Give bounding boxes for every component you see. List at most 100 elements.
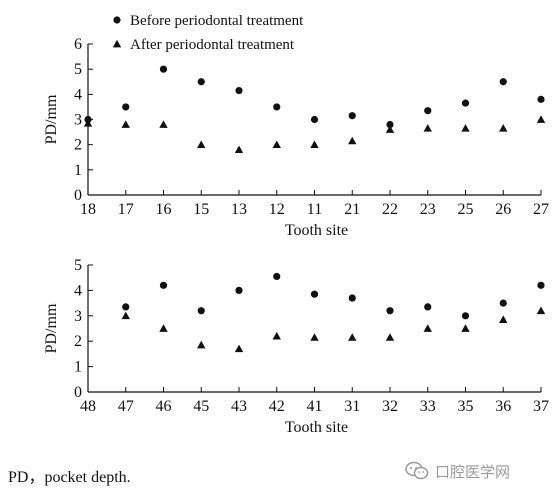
y-axis-label: PD/mm bbox=[43, 94, 60, 144]
x-tick-label: 18 bbox=[80, 201, 96, 218]
point-before bbox=[159, 65, 168, 73]
x-tick-label: 33 bbox=[420, 398, 436, 415]
x-tick-label: 37 bbox=[533, 398, 549, 415]
point-after bbox=[423, 124, 432, 132]
point-before bbox=[348, 112, 356, 120]
x-tick-label: 25 bbox=[458, 201, 474, 218]
point-before bbox=[499, 78, 507, 86]
point-after bbox=[499, 124, 508, 132]
point-after bbox=[385, 125, 395, 133]
y-tick-label: 0 bbox=[74, 187, 82, 204]
x-tick-label: 36 bbox=[495, 398, 511, 415]
point-after bbox=[348, 136, 357, 145]
y-tick-label: 3 bbox=[74, 308, 82, 325]
wechat-icon bbox=[405, 461, 429, 480]
x-tick-label: 35 bbox=[458, 398, 474, 415]
point-after bbox=[197, 340, 206, 349]
point-before bbox=[461, 312, 470, 320]
point-before bbox=[461, 99, 470, 107]
point-before bbox=[235, 86, 243, 95]
point-after bbox=[272, 140, 281, 149]
point-before bbox=[386, 307, 394, 315]
point-after bbox=[83, 119, 93, 127]
y-tick-label: 0 bbox=[74, 384, 82, 401]
point-after bbox=[461, 324, 470, 332]
x-tick-label: 22 bbox=[382, 201, 398, 218]
point-after bbox=[385, 333, 395, 341]
point-before bbox=[310, 290, 319, 298]
point-before bbox=[197, 78, 205, 86]
y-tick-label: 1 bbox=[74, 359, 82, 376]
y-tick-label: 5 bbox=[74, 61, 82, 78]
point-before bbox=[424, 303, 432, 311]
y-tick-label: 5 bbox=[74, 257, 82, 274]
point-before bbox=[273, 272, 281, 281]
y-axis-label: PD/mm bbox=[43, 303, 60, 353]
watermark-text: 口腔医学网 bbox=[435, 462, 511, 481]
point-after bbox=[197, 140, 206, 149]
y-tick-label: 2 bbox=[74, 137, 82, 154]
x-tick-label: 12 bbox=[269, 201, 285, 218]
x-tick-label: 46 bbox=[156, 398, 172, 415]
point-before bbox=[537, 281, 545, 289]
point-after bbox=[121, 120, 130, 128]
x-tick-label: 11 bbox=[307, 201, 322, 218]
figure-caption: PD，pocket depth. bbox=[8, 469, 131, 486]
point-after bbox=[159, 324, 168, 332]
point-before bbox=[424, 107, 432, 115]
point-after bbox=[461, 124, 470, 132]
x-axis-label: Tooth site bbox=[285, 222, 348, 239]
point-after bbox=[310, 333, 319, 341]
point-before bbox=[537, 95, 545, 103]
point-after bbox=[272, 331, 281, 340]
x-tick-label: 43 bbox=[231, 398, 247, 415]
y-tick-label: 1 bbox=[74, 162, 82, 179]
y-tick-label: 6 bbox=[74, 36, 82, 53]
x-tick-label: 23 bbox=[420, 201, 436, 218]
point-before bbox=[159, 281, 168, 289]
point-before bbox=[235, 286, 243, 294]
point-before bbox=[499, 299, 507, 307]
point-before bbox=[273, 103, 281, 111]
point-after bbox=[159, 120, 168, 128]
point-after bbox=[423, 324, 432, 332]
point-before bbox=[386, 120, 394, 129]
x-tick-label: 16 bbox=[156, 201, 172, 218]
y-tick-label: 4 bbox=[74, 86, 82, 103]
point-after bbox=[234, 344, 244, 353]
point-before bbox=[122, 303, 130, 311]
point-after bbox=[536, 306, 546, 315]
x-tick-label: 42 bbox=[269, 398, 285, 415]
y-tick-label: 4 bbox=[74, 282, 82, 299]
point-before bbox=[310, 115, 319, 124]
x-tick-label: 26 bbox=[495, 201, 511, 218]
x-tick-label: 21 bbox=[344, 201, 360, 218]
point-before bbox=[197, 307, 205, 315]
x-tick-label: 45 bbox=[193, 398, 209, 415]
legend-label: After periodontal treatment bbox=[130, 37, 295, 53]
x-tick-label: 17 bbox=[118, 201, 134, 218]
watermark: 口腔医学网 bbox=[405, 459, 555, 483]
y-tick-label: 2 bbox=[74, 333, 82, 350]
point-after bbox=[536, 115, 546, 123]
legend-label: Before periodontal treatment bbox=[130, 13, 304, 29]
x-axis-label: Tooth site bbox=[285, 419, 348, 436]
legend-marker-after bbox=[112, 39, 122, 48]
point-before bbox=[122, 103, 130, 111]
x-tick-label: 32 bbox=[382, 398, 398, 415]
x-tick-label: 41 bbox=[307, 398, 323, 415]
point-after bbox=[310, 140, 319, 149]
x-tick-label: 48 bbox=[80, 398, 96, 415]
point-after bbox=[234, 145, 244, 154]
x-tick-label: 27 bbox=[533, 201, 549, 218]
point-after bbox=[499, 315, 508, 323]
x-tick-label: 15 bbox=[193, 201, 209, 218]
y-tick-label: 3 bbox=[74, 112, 82, 129]
x-tick-label: 31 bbox=[344, 398, 360, 415]
point-before bbox=[348, 294, 356, 302]
x-tick-label: 47 bbox=[118, 398, 134, 415]
x-tick-label: 13 bbox=[231, 201, 247, 218]
